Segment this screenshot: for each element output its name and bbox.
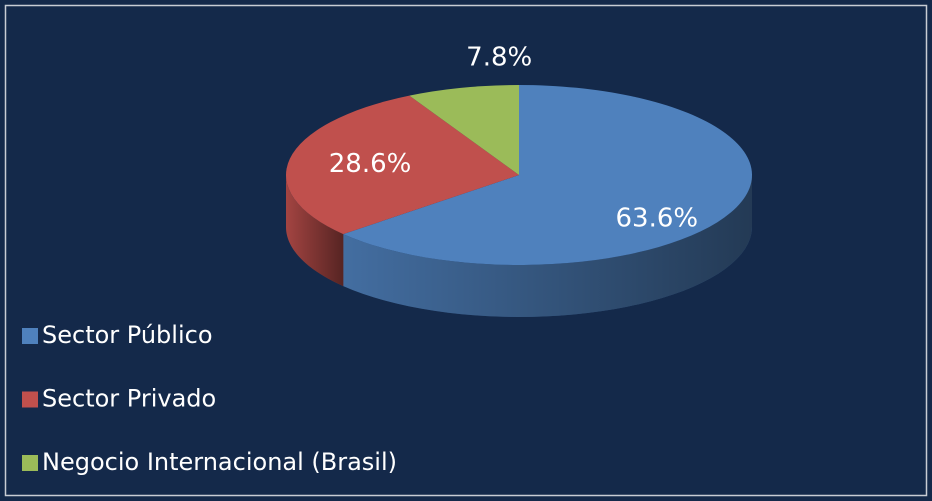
legend-swatch	[22, 328, 38, 344]
legend-label: Sector Privado	[42, 385, 216, 413]
pie-slice	[286, 95, 519, 235]
legend-swatch	[22, 455, 38, 471]
data-label: 7.8%	[466, 42, 532, 72]
pie-side-shade	[343, 175, 752, 317]
pie-slice	[343, 85, 753, 265]
pie-slice	[409, 85, 519, 175]
frame	[4, 4, 928, 497]
data-label: 63.6%	[616, 204, 699, 234]
legend-swatch	[22, 391, 38, 408]
legend-label: Negocio Internacional (Brasil)	[42, 448, 397, 476]
legend-label: Sector Público	[42, 321, 213, 349]
pie-side-shade	[286, 175, 344, 287]
data-label: 28.6%	[329, 149, 412, 179]
